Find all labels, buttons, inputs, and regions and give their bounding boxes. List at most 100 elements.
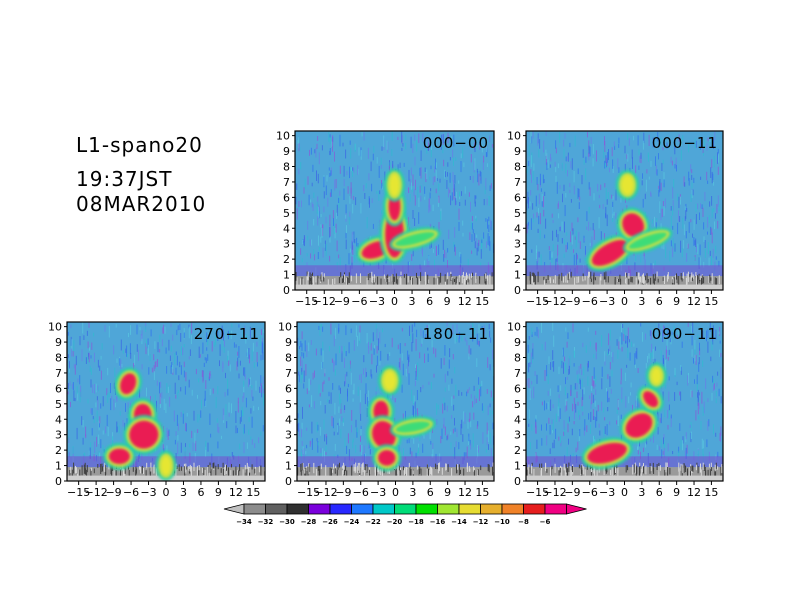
noise-streak (353, 196, 355, 201)
noise-streak (551, 257, 553, 263)
clutter-streak (153, 464, 155, 473)
clutter-streak (357, 462, 359, 471)
noise-streak (297, 413, 299, 419)
noise-streak (486, 422, 488, 435)
noise-streak (177, 423, 179, 431)
x-tick-label: −3 (599, 295, 615, 308)
noise-streak (327, 399, 329, 403)
noise-streak (432, 248, 434, 253)
noise-streak (713, 424, 714, 435)
noise-streak (700, 421, 702, 430)
clutter-streak (438, 462, 440, 471)
noise-streak (180, 387, 182, 392)
noise-streak (479, 383, 481, 389)
noise-streak (250, 408, 252, 414)
noise-streak (551, 213, 553, 218)
noise-streak (642, 332, 643, 342)
noise-streak (556, 258, 558, 262)
noise-streak (136, 344, 138, 352)
clutter-streak (210, 469, 212, 480)
noise-streak (170, 345, 172, 352)
noise-streak (682, 217, 684, 229)
clutter-streak (657, 278, 659, 283)
noise-streak (138, 349, 139, 361)
clutter-streak (697, 466, 699, 474)
noise-streak (708, 215, 710, 223)
clutter-streak (534, 275, 536, 287)
y-tick-label: 9 (514, 145, 521, 158)
noise-streak (380, 164, 382, 169)
noise-streak (559, 227, 561, 232)
noise-streak (352, 203, 354, 214)
noise-streak (428, 324, 430, 336)
noise-streak (363, 355, 365, 363)
noise-streak (322, 341, 324, 352)
x-tick-label: 9 (444, 295, 451, 308)
clutter-streak (207, 467, 209, 477)
clutter-streak (220, 468, 222, 473)
noise-streak (214, 342, 216, 347)
noise-streak (241, 406, 243, 417)
noise-streak (181, 346, 182, 356)
noise-streak (532, 171, 534, 181)
noise-streak (308, 194, 310, 206)
noise-streak (431, 454, 433, 458)
noise-streak (545, 154, 547, 165)
noise-streak (154, 361, 156, 369)
x-tick-label: 9 (673, 486, 680, 499)
noise-streak (398, 362, 400, 368)
noise-streak (172, 365, 174, 373)
noise-streak (580, 380, 581, 390)
noise-streak (699, 212, 700, 220)
noise-streak (644, 259, 646, 271)
noise-streak (334, 179, 336, 191)
noise-streak (538, 149, 540, 158)
noise-streak (680, 240, 682, 253)
noise-streak (179, 323, 181, 330)
noise-streak (224, 340, 225, 347)
low-band (295, 265, 494, 277)
noise-streak (202, 342, 204, 354)
noise-streak (662, 450, 664, 455)
noise-streak (567, 417, 569, 426)
noise-streak (697, 402, 699, 415)
noise-streak (188, 356, 190, 360)
noise-streak (704, 240, 706, 248)
noise-streak (321, 227, 323, 238)
noise-streak (698, 362, 700, 372)
clutter-streak (645, 275, 647, 281)
noise-streak (587, 327, 589, 332)
noise-streak (486, 163, 488, 167)
clutter-streak (646, 273, 648, 284)
noise-streak (360, 425, 362, 429)
noise-streak (113, 345, 115, 355)
noise-streak (588, 145, 590, 154)
clutter-streak (343, 274, 345, 283)
noise-streak (147, 344, 149, 356)
clutter-streak (461, 275, 463, 284)
noise-streak (435, 158, 436, 170)
noise-streak (480, 249, 482, 259)
clutter-streak (334, 278, 336, 285)
noise-streak (601, 366, 603, 377)
noise-streak (684, 450, 686, 458)
noise-streak (546, 153, 548, 159)
clutter-streak (224, 464, 226, 470)
noise-streak (445, 171, 446, 178)
noise-streak (251, 349, 253, 362)
noise-streak (529, 201, 531, 207)
noise-streak (527, 191, 529, 204)
noise-streak (460, 254, 462, 264)
noise-streak (662, 330, 664, 342)
clutter-streak (353, 464, 355, 472)
noise-streak (248, 348, 250, 359)
x-tick-label: −15 (297, 486, 320, 499)
noise-streak (98, 434, 100, 445)
clutter-streak (477, 469, 479, 476)
noise-streak (295, 196, 297, 205)
noise-streak (676, 381, 678, 386)
noise-streak (661, 449, 663, 459)
noise-streak (166, 383, 168, 394)
clutter-streak (699, 275, 701, 280)
